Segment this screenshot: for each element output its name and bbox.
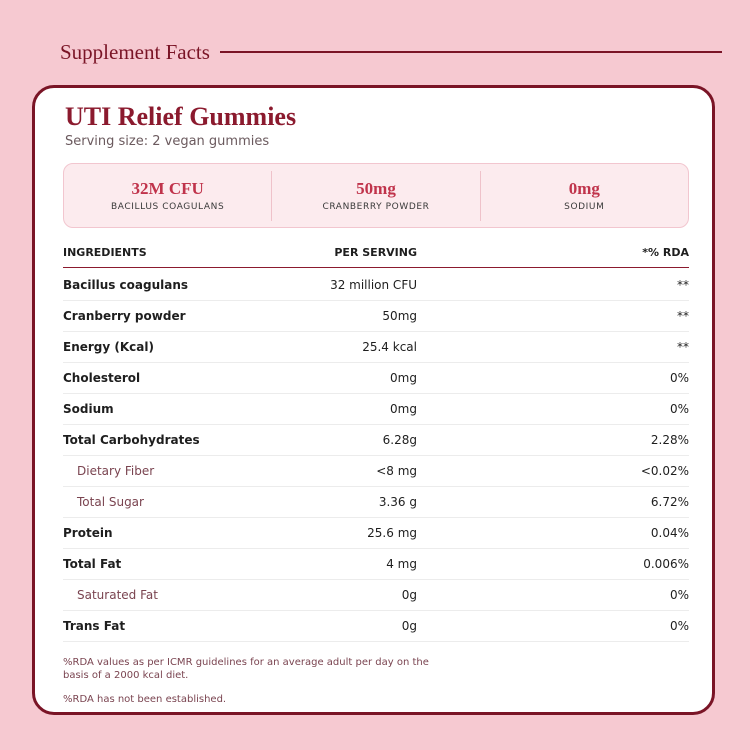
table-header: INGREDIENTS PER SERVING *% RDA (63, 238, 689, 268)
ingredient-name: Total Fat (63, 557, 122, 571)
table-row: Dietary Fiber <8 mg <0.02% (63, 456, 689, 487)
section-title: Supplement Facts (60, 39, 210, 64)
rda-value: 0.006% (643, 557, 689, 571)
header-per-serving: PER SERVING (334, 246, 417, 259)
ingredient-name: Cranberry powder (63, 309, 186, 323)
rda-value: 2.28% (650, 433, 689, 447)
rda-footnote: %RDA values as per ICMR guidelines for a… (63, 657, 429, 681)
per-serving-value: 0mg (390, 371, 417, 385)
highlight-sodium: 0mg SODIUM (479, 170, 688, 221)
per-serving-value: 25.4 kcal (362, 340, 417, 354)
table-row: Trans Fat 0g 0% (63, 611, 689, 642)
rda-value: <0.02% (640, 464, 689, 478)
per-serving-value: 3.36 g (378, 495, 417, 509)
table-row: Total Carbohydrates 6.28g 2.28% (63, 425, 689, 456)
rda-value: 0% (669, 371, 689, 385)
highlight-value: 32M CFU (131, 179, 204, 198)
rda-value: ** (677, 278, 689, 292)
ingredient-name: Trans Fat (63, 619, 126, 633)
per-serving-value: 0g (401, 619, 417, 633)
per-serving-value: 6.28g (382, 433, 417, 447)
rda-value: 0% (669, 588, 689, 602)
highlight-value: 50mg (356, 179, 396, 198)
per-serving-value: 32 million CFU (330, 278, 417, 292)
section-header: Supplement Facts (60, 36, 722, 68)
highlight-cranberry: 50mg CRANBERRY POWDER (271, 170, 479, 221)
ingredient-name: Saturated Fat (77, 588, 158, 602)
ingredient-name: Dietary Fiber (77, 464, 155, 478)
rda-value: 0.04% (650, 526, 689, 540)
rda-value: 0% (669, 619, 689, 633)
table-row: Total Fat 4 mg 0.006% (63, 549, 689, 580)
ingredient-name: Total Sugar (77, 495, 144, 509)
serving-size: Serving size: 2 vegan gummies (65, 134, 270, 149)
facts-card: UTI Relief Gummies Serving size: 2 vegan… (32, 85, 715, 715)
highlight-value: 0mg (568, 179, 600, 198)
rda-value: ** (677, 309, 689, 323)
table-row: Cranberry powder 50mg ** (63, 301, 689, 332)
ingredient-name: Energy (Kcal) (63, 340, 154, 354)
highlight-label: BACILLUS COAGULANS (111, 202, 225, 212)
table-row: Sodium 0mg 0% (63, 394, 689, 425)
highlight-label: CRANBERRY POWDER (322, 202, 430, 212)
highlight-label: SODIUM (564, 202, 605, 212)
table-row: Saturated Fat 0g 0% (63, 580, 689, 611)
table-row: Total Sugar 3.36 g 6.72% (63, 487, 689, 518)
not-established-footnote: %RDA has not been established. (63, 694, 227, 705)
table-row: Energy (Kcal) 25.4 kcal ** (63, 332, 689, 363)
ingredient-name: Protein (63, 526, 113, 540)
header-ingredients: INGREDIENTS (63, 246, 147, 259)
ingredient-name: Sodium (63, 402, 114, 416)
ingredient-name: Total Carbohydrates (63, 433, 200, 447)
per-serving-value: 0g (401, 588, 417, 602)
per-serving-value: 25.6 mg (367, 526, 417, 540)
rda-value: 6.72% (650, 495, 689, 509)
table-row: Bacillus coagulans 32 million CFU ** (63, 270, 689, 301)
rda-value: ** (677, 340, 689, 354)
ingredient-name: Bacillus coagulans (63, 278, 189, 292)
per-serving-value: 50mg (382, 309, 417, 323)
per-serving-value: 4 mg (386, 557, 417, 571)
header-rda: *% RDA (642, 246, 689, 259)
rda-value: 0% (669, 402, 689, 416)
per-serving-value: <8 mg (376, 464, 417, 478)
product-title: UTI Relief Gummies (65, 102, 297, 131)
highlight-bacillus: 32M CFU BACILLUS COAGULANS (64, 171, 271, 221)
per-serving-value: 0mg (390, 402, 417, 416)
header-divider (219, 51, 722, 53)
table-row: Protein 25.6 mg 0.04% (63, 518, 689, 549)
ingredient-name: Cholesterol (63, 371, 141, 385)
table-row: Cholesterol 0mg 0% (63, 363, 689, 394)
highlights-panel: 32M CFU BACILLUS COAGULANS 50mg CRANBERR… (63, 163, 689, 228)
